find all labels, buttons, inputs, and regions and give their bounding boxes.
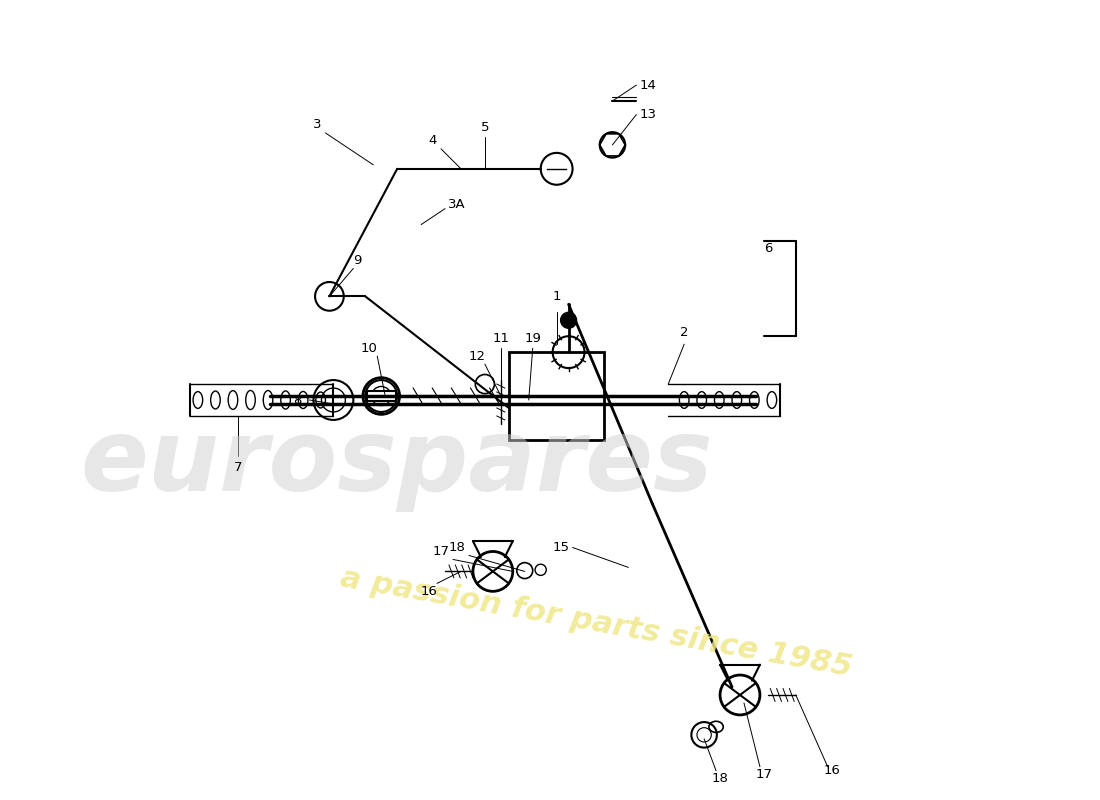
Text: 17: 17 [756, 768, 772, 781]
Text: 10: 10 [361, 342, 377, 354]
Text: 3: 3 [314, 118, 321, 131]
Text: 14: 14 [640, 78, 657, 91]
Text: 2: 2 [680, 326, 689, 338]
Text: 1: 1 [552, 290, 561, 303]
Text: 12: 12 [469, 350, 485, 362]
Text: 18: 18 [712, 772, 728, 785]
FancyBboxPatch shape [509, 352, 605, 440]
Text: 11: 11 [493, 332, 509, 345]
Text: 19: 19 [525, 332, 541, 345]
Text: 6: 6 [763, 242, 772, 255]
Text: 15: 15 [552, 541, 569, 554]
Text: 7: 7 [233, 462, 242, 474]
Text: 18: 18 [449, 541, 465, 554]
Circle shape [376, 391, 386, 401]
Circle shape [561, 312, 576, 328]
Text: 9: 9 [353, 254, 362, 267]
Text: 13: 13 [640, 108, 657, 121]
Text: 16: 16 [823, 764, 840, 778]
Text: 8: 8 [294, 394, 301, 406]
Text: 16: 16 [420, 585, 438, 598]
Bar [367, 391, 396, 401]
Text: eurospares: eurospares [81, 415, 714, 512]
Text: 4: 4 [429, 134, 437, 147]
Text: a passion for parts since 1985: a passion for parts since 1985 [338, 564, 855, 682]
Text: 3A: 3A [448, 198, 465, 211]
Text: 17: 17 [432, 545, 450, 558]
Text: 5: 5 [481, 121, 490, 134]
